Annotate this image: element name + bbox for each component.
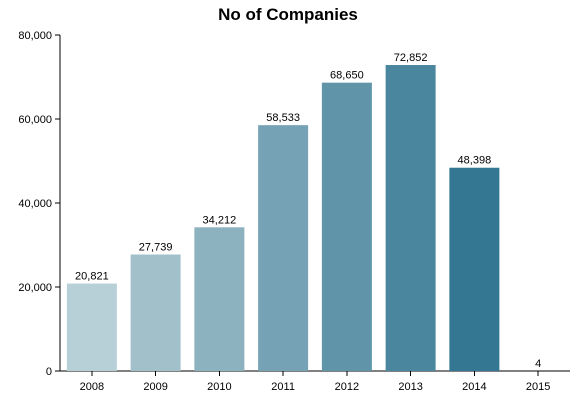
y-tick-label: 60,000 — [18, 114, 52, 126]
data-label-2015: 4 — [535, 358, 541, 370]
y-axis: 0 20,000 40,000 60,000 80,000 — [18, 30, 61, 378]
x-tick-label: 2013 — [398, 381, 422, 393]
y-tick-label: 0 — [46, 366, 52, 378]
y-tick-label: 80,000 — [18, 30, 52, 42]
chart-title: No of Companies — [218, 5, 358, 24]
data-labels: 20,821 27,739 34,212 58,533 68,650 72,852 48,3… — [75, 52, 541, 370]
data-label-2013: 72,852 — [394, 52, 428, 64]
bar-2012 — [321, 82, 372, 372]
x-tick-label: 2012 — [335, 381, 359, 393]
x-tick-label: 2008 — [80, 381, 104, 393]
x-tick-label: 2009 — [143, 381, 167, 393]
bars — [66, 65, 564, 372]
bar-2010 — [194, 227, 245, 371]
x-tick-label: 2010 — [207, 381, 231, 393]
bar-2009 — [130, 254, 181, 371]
bar-2011 — [258, 125, 309, 371]
data-label-2008: 20,821 — [75, 271, 109, 283]
y-tick-label: 40,000 — [18, 198, 52, 210]
data-label-2012: 68,650 — [330, 70, 364, 82]
x-tick-label: 2011 — [271, 381, 295, 393]
x-tick-label: 2014 — [462, 381, 486, 393]
data-label-2011: 58,533 — [266, 112, 300, 124]
data-label-2010: 34,212 — [203, 214, 237, 226]
bar-2013 — [385, 65, 436, 371]
data-label-2014: 48,398 — [458, 155, 492, 167]
bar-2008 — [66, 283, 117, 371]
y-tick-label: 20,000 — [18, 282, 52, 294]
data-label-2009: 27,739 — [139, 241, 173, 253]
bar-2014 — [449, 167, 500, 371]
x-axis: 2008 2009 2010 2011 2012 2013 2014 2015 — [60, 370, 570, 393]
x-tick-label: 2015 — [526, 381, 550, 393]
